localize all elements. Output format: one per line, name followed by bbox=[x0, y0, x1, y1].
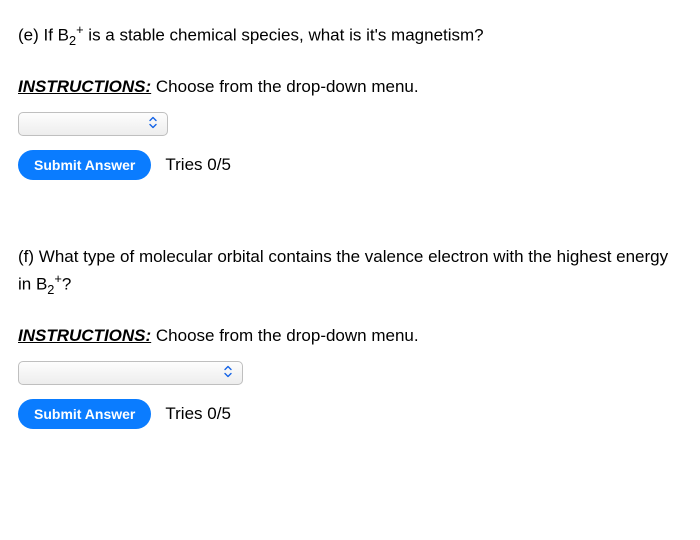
instructions-e: INSTRUCTIONS: Choose from the drop-down … bbox=[18, 74, 682, 100]
chevron-up-down-icon bbox=[224, 365, 232, 380]
chevron-up-down-icon bbox=[149, 116, 157, 131]
instructions-f: INSTRUCTIONS: Choose from the drop-down … bbox=[18, 323, 682, 349]
instructions-label: INSTRUCTIONS: bbox=[18, 326, 151, 345]
instructions-label: INSTRUCTIONS: bbox=[18, 77, 151, 96]
q-sup: + bbox=[76, 22, 83, 37]
submit-answer-button-f[interactable]: Submit Answer bbox=[18, 399, 151, 429]
question-f-text: (f) What type of molecular orbital conta… bbox=[18, 244, 682, 300]
q-post: ? bbox=[62, 275, 71, 294]
part-label: (f) bbox=[18, 247, 39, 266]
instructions-text: Choose from the drop-down menu. bbox=[151, 77, 418, 96]
tries-counter-e: Tries 0/5 bbox=[165, 152, 231, 178]
q-sup: + bbox=[54, 271, 61, 286]
q-pre: What type of molecular orbital contains … bbox=[18, 247, 668, 294]
q-post: is a stable chemical species, what is it… bbox=[84, 26, 484, 45]
question-e-text: (e) If B2+ is a stable chemical species,… bbox=[18, 20, 682, 50]
part-label: (e) bbox=[18, 26, 44, 45]
q-pre: If B bbox=[44, 26, 70, 45]
orbital-type-dropdown[interactable] bbox=[18, 361, 243, 385]
instructions-text: Choose from the drop-down menu. bbox=[151, 326, 418, 345]
magnetism-dropdown[interactable] bbox=[18, 112, 168, 136]
submit-answer-button-e[interactable]: Submit Answer bbox=[18, 150, 151, 180]
tries-counter-f: Tries 0/5 bbox=[165, 401, 231, 427]
